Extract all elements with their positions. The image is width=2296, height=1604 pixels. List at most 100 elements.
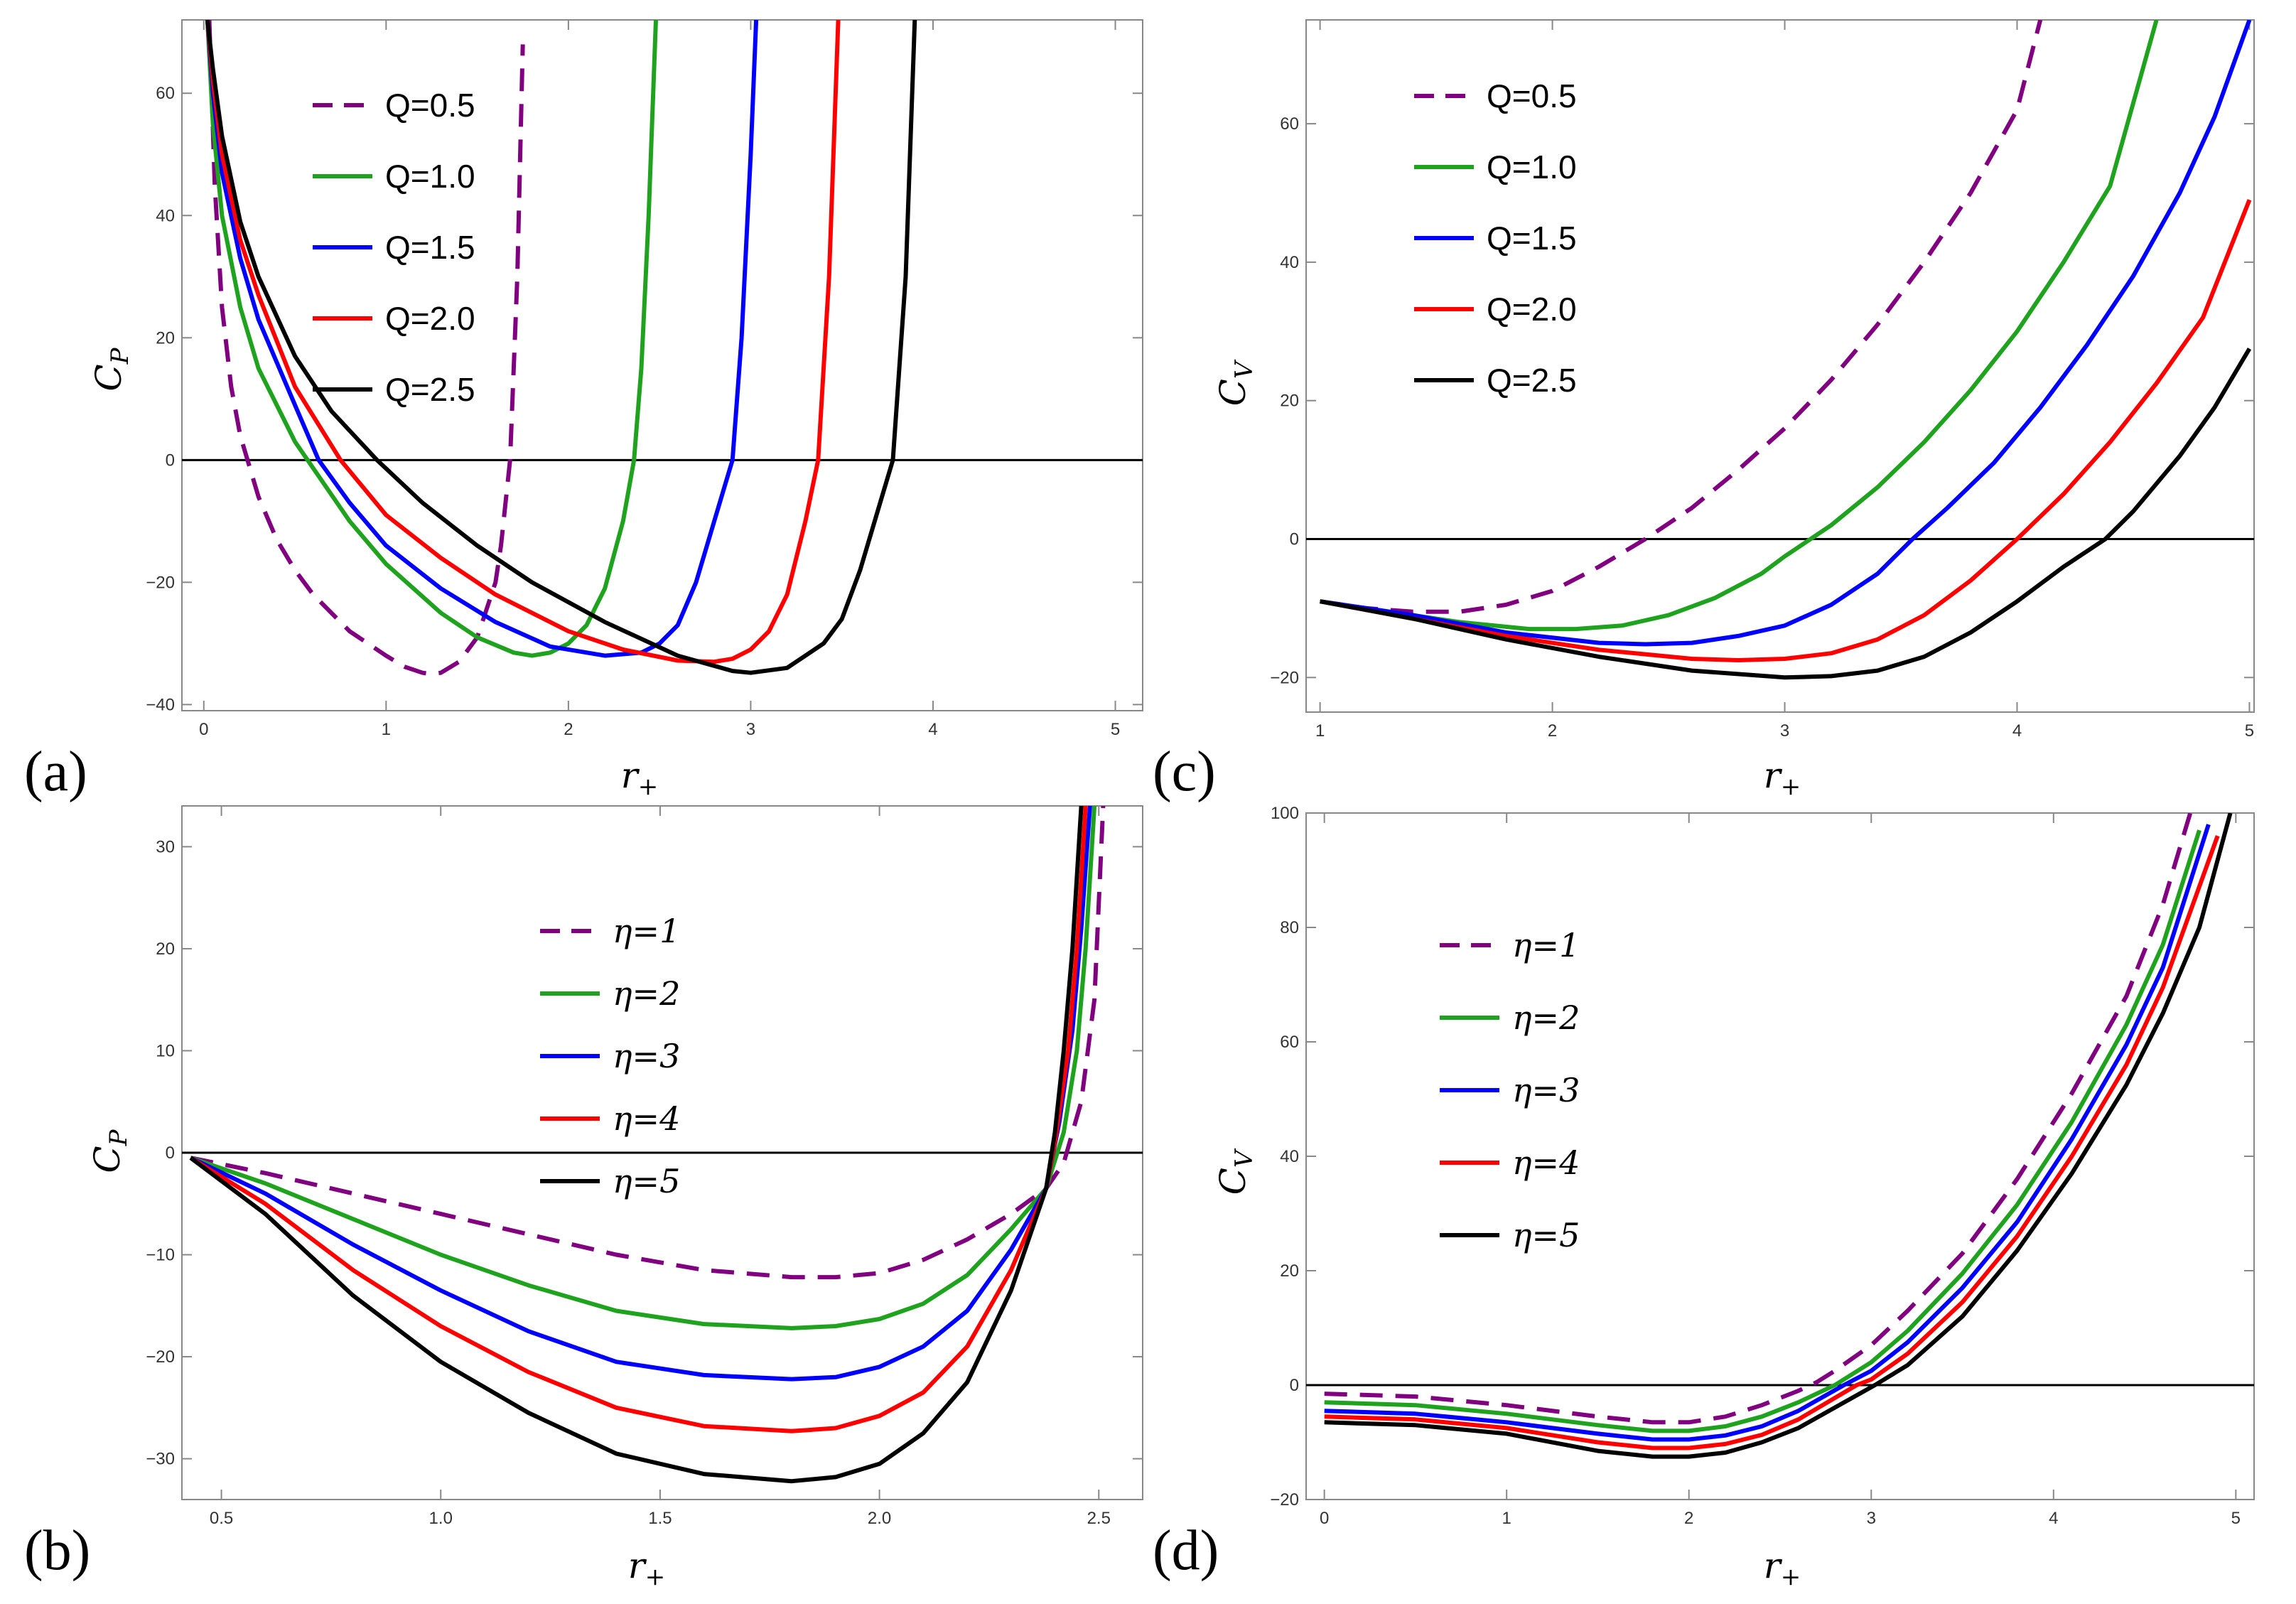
series-group [205, 20, 917, 677]
series-line-Q=2.0 [1320, 199, 2252, 662]
y-tick-label: 0 [166, 451, 175, 470]
x-tick-label: 0.5 [210, 1509, 233, 1528]
legend: Q=0.5 Q=1.0 Q=1.5 Q=2.0 Q=2.5 [313, 87, 475, 408]
series-line-η=1 [190, 806, 1106, 1280]
x-tick-label: 5 [2231, 1509, 2241, 1528]
legend-label: η=4 [1512, 1143, 1580, 1182]
x-axis-label-sub: + [645, 1563, 666, 1591]
y-tick-label: 80 [1280, 918, 1299, 937]
y-tick-label: −10 [146, 1246, 175, 1265]
x-tick-label: 1.5 [648, 1509, 672, 1528]
x-tick-label: 2.5 [1087, 1509, 1111, 1528]
panel-c: 1 2 3 4 5 −20 0 20 40 60 Q=0.5 Q=1.0 Q=1.5 Q=2.0 Q=2.5… [1153, 19, 2255, 803]
y-tick-label: 100 [1271, 804, 1299, 823]
legend-label: η=1 [613, 912, 680, 950]
x-axis-label-sub: + [638, 773, 659, 801]
series-line-Q=2.0 [205, 20, 841, 664]
x-axis-label-sub: + [1781, 1563, 1801, 1591]
series-line-η=5 [1324, 813, 2233, 1459]
y-tick-label: 0 [166, 1143, 175, 1163]
x-tick-label: 5 [2245, 721, 2254, 741]
y-tick-label: 0 [1290, 530, 1299, 549]
x-axis-label-sub: + [1781, 773, 1801, 801]
y-tick-label: −20 [1270, 1490, 1299, 1509]
series-line-η=5 [189, 806, 1084, 1484]
legend-label: Q=2.0 [385, 300, 475, 337]
y-tick-label: −20 [146, 1347, 175, 1367]
plot-frame [1305, 812, 2255, 1500]
legend-label: Q=2.5 [1487, 362, 1577, 399]
series-line-Q=1.0 [205, 20, 658, 658]
y-axis-label: CV [1212, 1148, 1259, 1195]
y-tick-label: −40 [146, 695, 175, 714]
x-axis-label-main: r [1764, 1545, 1783, 1586]
x-axis-label: r+ [1764, 1545, 1801, 1591]
x-axis-label: r+ [628, 1545, 665, 1591]
series-group [1324, 813, 2233, 1459]
legend-label: η=1 [1512, 926, 1580, 964]
y-tick-label: 10 [156, 1041, 175, 1060]
y-tick-label: 20 [156, 328, 175, 348]
series-line-η=2 [1324, 829, 2201, 1433]
legend-label: η=4 [613, 1099, 680, 1138]
x-axis-label-main: r [621, 755, 640, 796]
y-tick-label: 0 [1290, 1376, 1299, 1395]
y-tick-label: 40 [1280, 253, 1299, 272]
legend: Q=0.5 Q=1.0 Q=1.5 Q=2.0 Q=2.5 [1414, 77, 1577, 399]
x-tick-label: 4 [2012, 721, 2022, 741]
series-group [1320, 20, 2252, 680]
y-tick-label: 20 [156, 940, 175, 959]
x-tick-label: 1 [1502, 1509, 1511, 1528]
x-tick-label: 1.0 [429, 1509, 453, 1528]
y-axis-label-sub: V [1230, 1148, 1259, 1168]
y-tick-label: 20 [1280, 392, 1299, 411]
y-tick-label: −20 [146, 573, 175, 592]
legend-label: Q=1.5 [385, 229, 475, 266]
y-tick-label: 60 [1280, 114, 1299, 134]
legend-label: Q=0.5 [1487, 77, 1577, 114]
y-axis-label: CP [88, 347, 134, 391]
legend-label: η=5 [1512, 1216, 1580, 1254]
x-tick-label: 5 [1111, 720, 1120, 739]
legend-label: Q=0.5 [385, 87, 475, 124]
y-axis-label-main: C [1212, 1168, 1254, 1195]
y-axis-label-main: C [88, 364, 129, 391]
panel-b: 0.5 1.0 1.5 2.0 2.5 −30 −20 −10 0 10 20 30 η=1 η=2 η=3… [24, 805, 1143, 1591]
y-tick-label: −20 [1270, 668, 1299, 687]
legend-label: Q=2.0 [1487, 291, 1577, 328]
x-axis-label-main: r [1764, 755, 1783, 796]
series-line-Q=0.5 [207, 20, 525, 677]
series-line-Q=0.5 [1320, 20, 2043, 614]
panel-label: (a) [24, 741, 87, 803]
x-tick-label: 3 [1867, 1509, 1876, 1528]
y-tick-label: 60 [156, 84, 175, 103]
legend-label: η=3 [613, 1037, 680, 1075]
series-line-η=3 [190, 806, 1092, 1382]
series-line-η=3 [1324, 824, 2211, 1442]
y-axis-label: CP [87, 1129, 133, 1173]
x-tick-label: 4 [2049, 1509, 2058, 1528]
panel-label: (d) [1153, 1519, 1219, 1582]
legend-label: Q=1.0 [1487, 149, 1577, 185]
series-line-η=2 [190, 806, 1097, 1330]
y-axis-label-sub: V [1230, 359, 1259, 379]
x-tick-label: 4 [928, 720, 937, 739]
legend-label: η=3 [1512, 1071, 1580, 1109]
x-tick-label: 3 [1780, 721, 1789, 741]
legend: η=1 η=2 η=3 η=4 η=5 [1440, 926, 1580, 1254]
legend-label: η=5 [613, 1162, 680, 1200]
series-line-η=1 [1324, 813, 2193, 1425]
legend-label: Q=1.5 [1487, 220, 1577, 257]
x-tick-label: 1 [382, 720, 391, 739]
series-line-Q=2.5 [205, 20, 917, 675]
x-tick-label: 0 [199, 720, 208, 739]
y-tick-label: 40 [1280, 1147, 1299, 1166]
y-axis-label-main: C [1212, 379, 1254, 406]
x-tick-label: 2 [564, 720, 573, 739]
x-tick-label: 3 [746, 720, 755, 739]
x-axis-label: r+ [1764, 755, 1801, 801]
x-axis-label: r+ [621, 755, 658, 801]
x-tick-label: 0 [1320, 1509, 1329, 1528]
